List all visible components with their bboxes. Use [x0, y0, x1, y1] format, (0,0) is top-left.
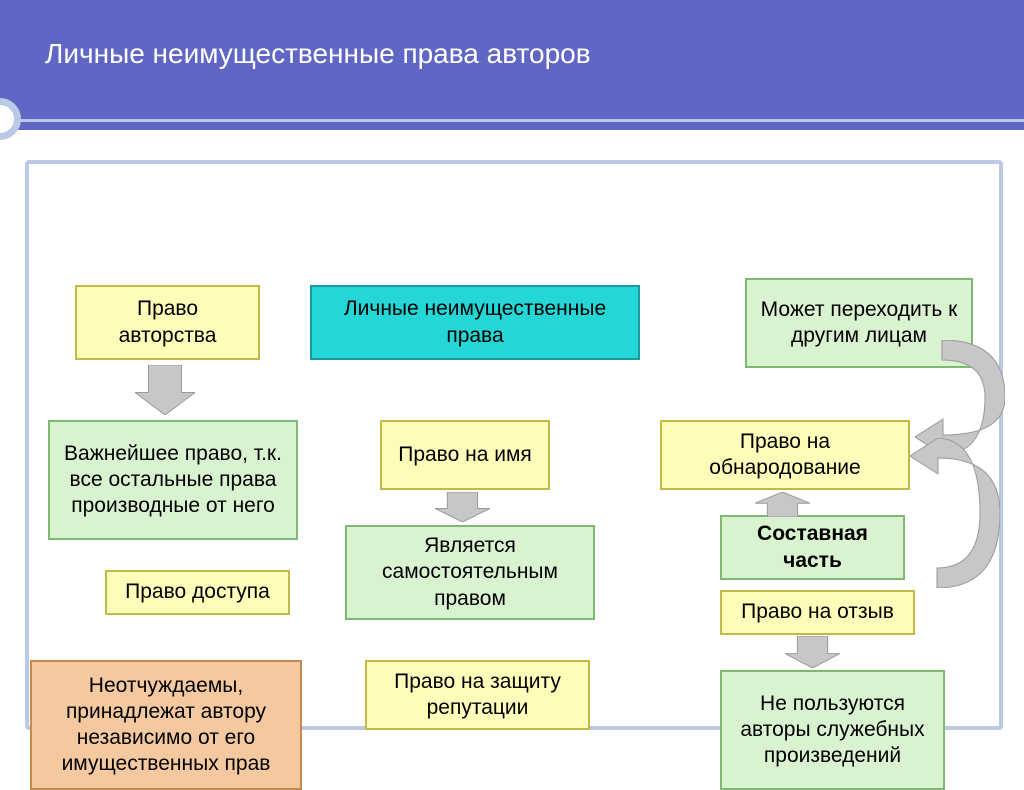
- box-right-to-name: Право на имя: [380, 420, 550, 490]
- arrow-down-icon: [435, 492, 490, 522]
- slide-title: Личные неимущественные права авторов: [45, 38, 1024, 70]
- box-personal-nonproperty-rights: Личные неимущественные права: [310, 285, 640, 360]
- box-right-of-access: Право доступа: [105, 570, 290, 615]
- arrow-up-icon: [755, 492, 810, 517]
- header-divider: [20, 119, 1024, 122]
- box-inalienable: Неотчуждаемы, принадлежат автору независ…: [30, 660, 302, 790]
- arrow-down-icon: [785, 636, 840, 668]
- box-right-to-publish: Право на обнародование: [660, 420, 910, 490]
- box-component-part: Составная часть: [720, 515, 905, 580]
- box-right-to-reputation: Право на защиту репутации: [365, 660, 590, 730]
- slide-content: Право авторства Личные неимущественные п…: [0, 130, 1024, 767]
- box-independent-right: Является самостоятельным правом: [345, 525, 595, 620]
- box-most-important-right: Важнейшее право, т.к. все остальные прав…: [48, 420, 298, 540]
- box-not-used-by-employees: Не пользуются авторы служебных произведе…: [720, 670, 945, 790]
- arrow-down-icon: [135, 365, 195, 415]
- slide-header: Личные неимущественные права авторов: [0, 0, 1024, 130]
- curved-arrow-icon: [910, 438, 1000, 588]
- box-authorship-right: Право авторства: [75, 285, 260, 360]
- box-right-to-withdraw: Право на отзыв: [720, 590, 915, 635]
